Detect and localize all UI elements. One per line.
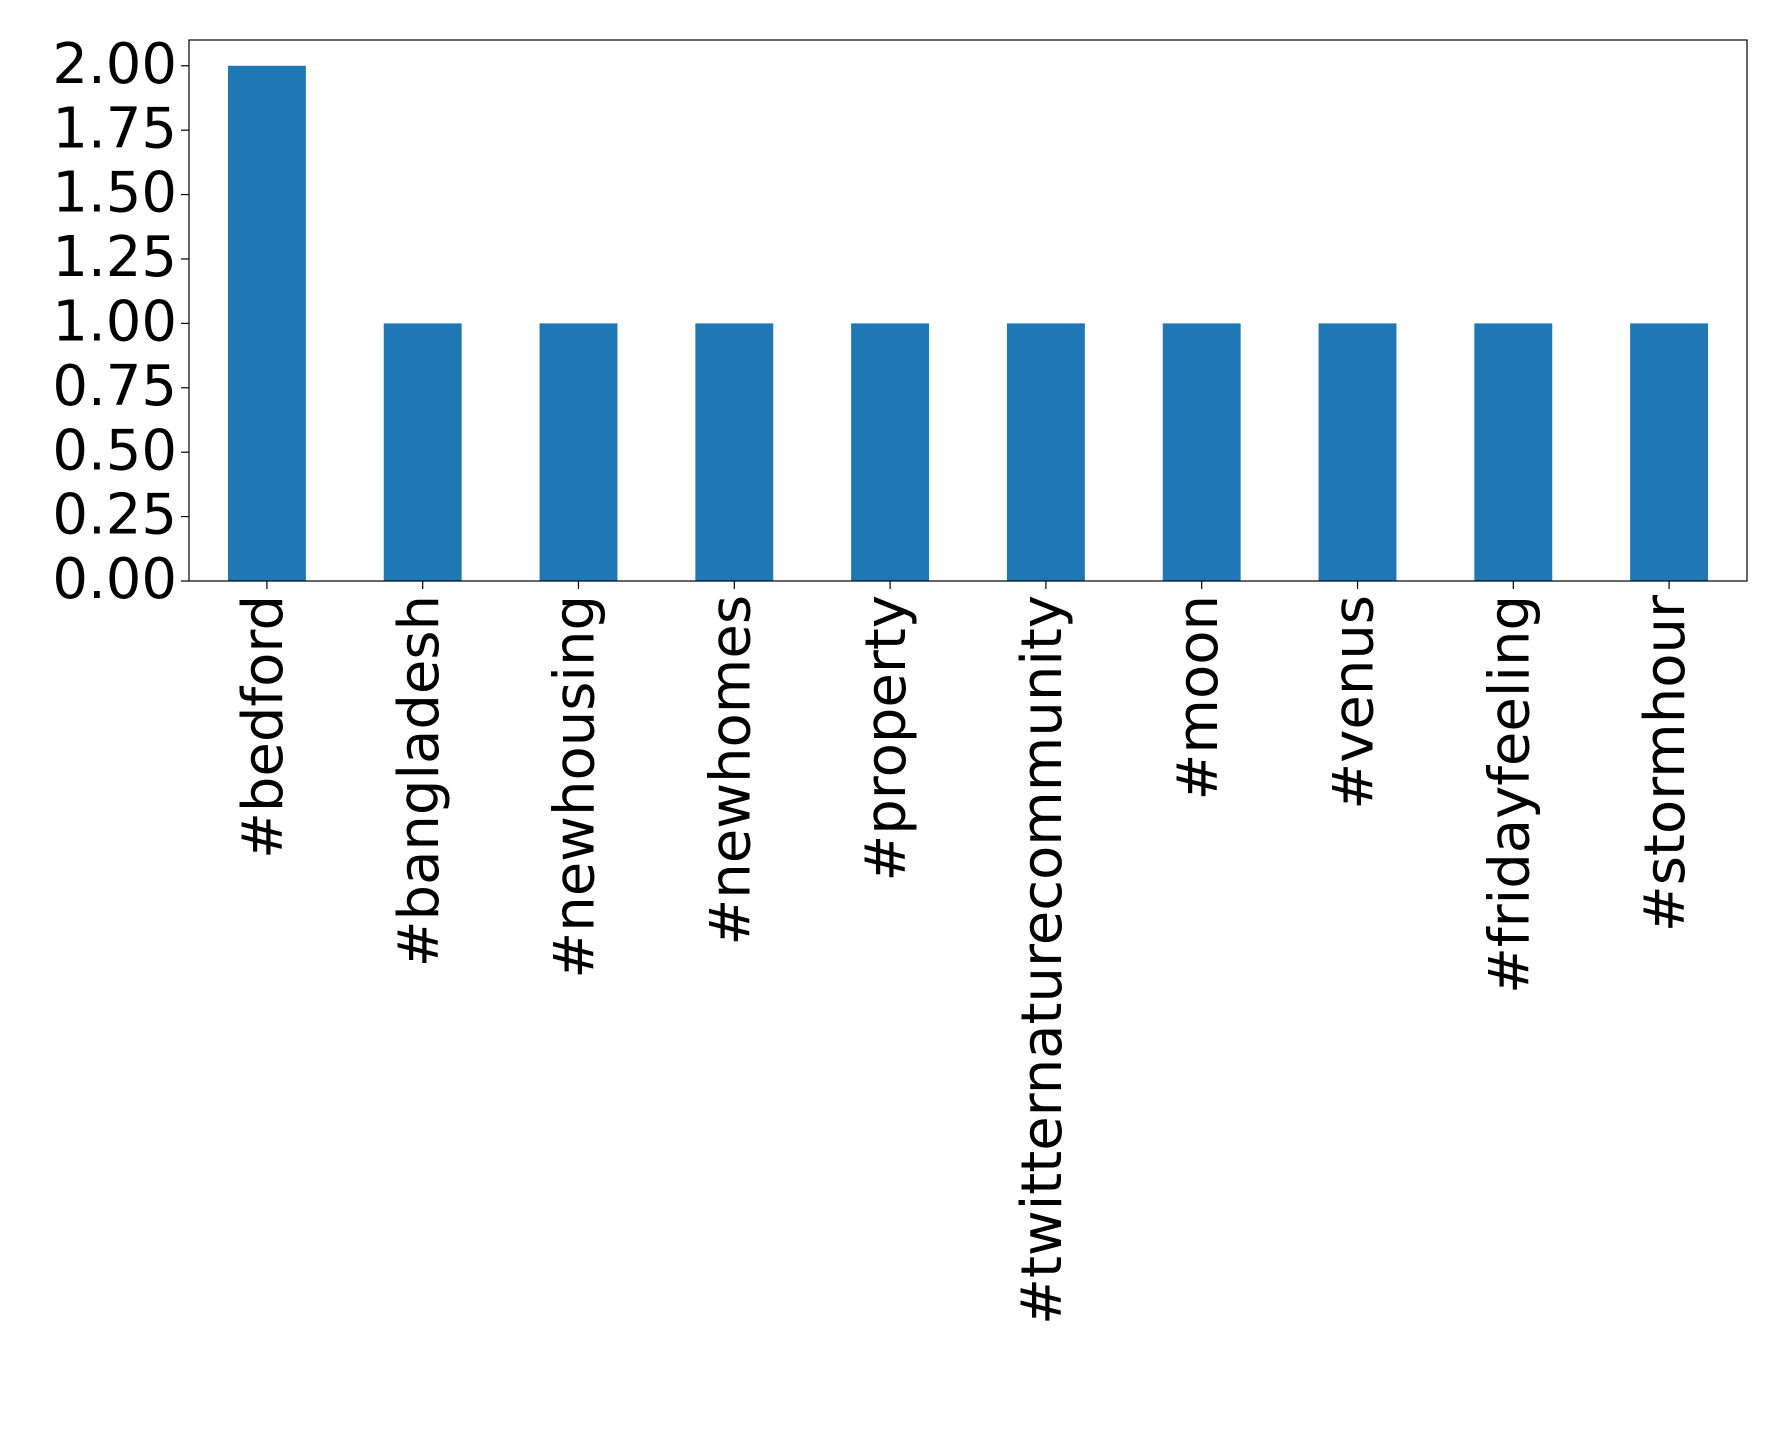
bar [383, 323, 462, 581]
x-tick-label: #property [854, 595, 919, 882]
y-tick-label: 1.00 [52, 290, 177, 355]
y-tick-label: 2.00 [52, 32, 177, 97]
bar [1630, 323, 1709, 581]
x-tick-label: #newhousing [543, 595, 608, 979]
x-tick-label: #moon [1166, 595, 1231, 801]
bar [1318, 323, 1397, 581]
x-tick-label: #bangladesh [387, 595, 452, 967]
bar [851, 323, 930, 581]
y-tick-label: 0.00 [52, 547, 177, 612]
bar [539, 323, 618, 581]
bar [1474, 323, 1553, 581]
x-tick-label: #venus [1322, 595, 1387, 810]
bar [695, 323, 774, 581]
bar [1162, 323, 1241, 581]
y-tick-label: 0.25 [52, 483, 177, 548]
y-tick-label: 0.75 [52, 354, 177, 419]
x-tick-label: #twitternaturecommunity [1010, 595, 1075, 1325]
x-tick-label: #stormhour [1633, 594, 1698, 932]
y-tick-label: 1.25 [52, 225, 177, 290]
y-tick-label: 1.50 [52, 161, 177, 226]
y-tick-label: 0.50 [52, 418, 177, 483]
x-tick-label: #newhomes [698, 595, 763, 946]
x-tick-label: #fridayfeeling [1477, 595, 1542, 994]
y-tick-label: 1.75 [52, 96, 177, 161]
bar [1006, 323, 1085, 581]
x-tick-label: #bedford [231, 595, 296, 859]
axes-frame [188, 39, 1748, 582]
bar [227, 65, 306, 581]
